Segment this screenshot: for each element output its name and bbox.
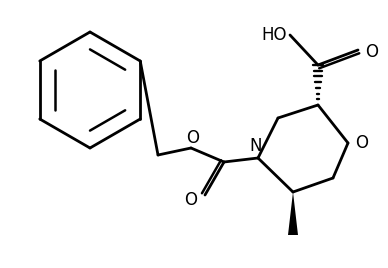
Text: O: O bbox=[187, 129, 199, 147]
Text: O: O bbox=[185, 191, 197, 209]
Polygon shape bbox=[288, 192, 298, 235]
Text: N: N bbox=[250, 137, 262, 155]
Text: HO: HO bbox=[261, 26, 287, 44]
Text: O: O bbox=[365, 43, 379, 61]
Text: O: O bbox=[355, 134, 369, 152]
